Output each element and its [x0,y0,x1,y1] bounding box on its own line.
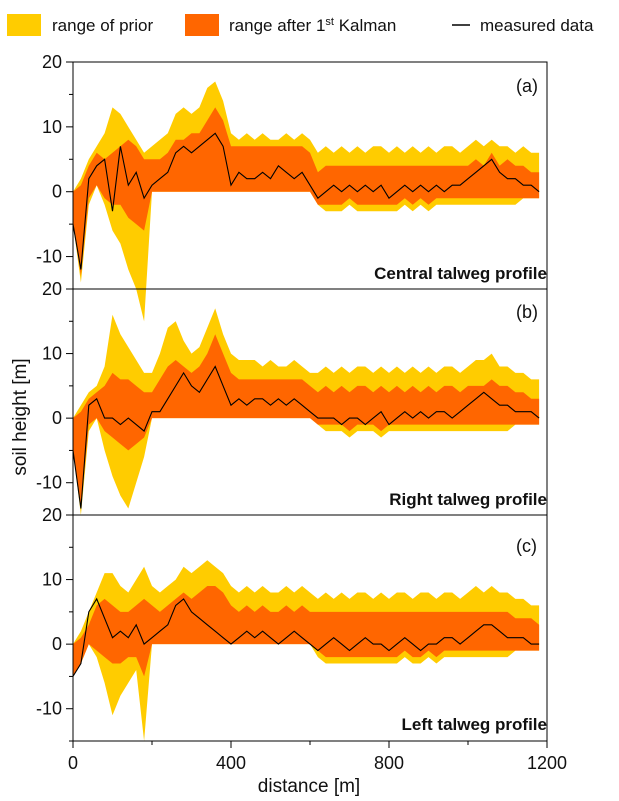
y-axis-title: soil height [m] [10,358,31,475]
x-tick-label: 1200 [527,753,567,773]
y-tick-label-c: 0 [52,634,62,654]
y-tick-label-b: 20 [42,279,62,299]
measured-data-line-c [72,597,540,677]
panel-c: (c) Left talweg profile [72,536,547,741]
legend-swatch-after [185,14,219,36]
x-axis-title: distance [m] [258,776,360,797]
panel-label-a: (a) [516,76,538,96]
panel-title-a: Central talweg profile [374,264,547,283]
legend-swatch-prior [7,14,41,36]
y-tick-label-c: 20 [42,505,62,525]
legend: range of prior range after 1st Kalman me… [7,14,594,36]
y-tick-label-b: -10 [36,473,62,493]
panel-b: (b) Right talweg profile [72,302,547,515]
panel-title-c: Left talweg profile [402,715,547,734]
measured-data-line-a [72,132,540,270]
x-tick-label: 800 [374,753,404,773]
panel-label-b: (b) [516,302,538,322]
legend-label-measured: measured data [480,16,594,35]
legend-label-after: range after 1st Kalman [229,16,396,35]
measured-data-line-b [72,365,540,509]
axes: -10 0 10 20 -10 0 10 20 -10 0 10 20 0 400 800 1200 [36,52,567,773]
x-tick-label: 0 [68,753,78,773]
kalman-range-area-b [73,334,540,509]
y-tick-label-c: -10 [36,699,62,719]
y-tick-label-b: 10 [42,344,62,364]
y-tick-label-a: -10 [36,247,62,267]
x-tick-label: 400 [216,753,246,773]
panel-title-b: Right talweg profile [389,490,547,509]
y-tick-label-c: 10 [42,570,62,590]
y-tick-label-a: 20 [42,52,62,72]
panel-label-c: (c) [516,536,537,556]
legend-label-prior: range of prior [52,16,153,35]
y-tick-label-b: 0 [52,408,62,428]
y-tick-label-a: 0 [52,182,62,202]
y-tick-label-a: 10 [42,117,62,137]
kalman-range-area-a [73,107,540,277]
panel-a: (a) Central talweg profile [72,76,547,322]
